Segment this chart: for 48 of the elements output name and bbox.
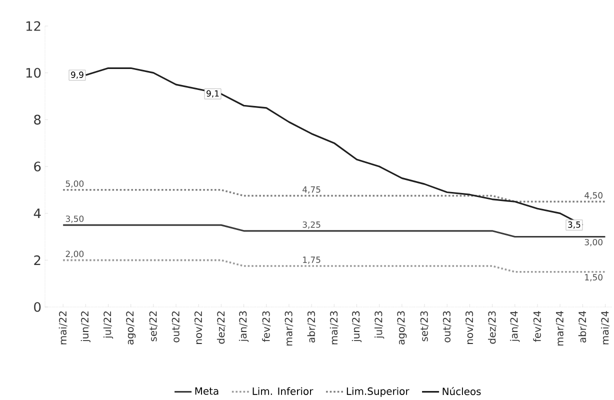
x-tick-label: nov/22 <box>194 312 203 344</box>
x-tick-label: ago/23 <box>397 311 407 344</box>
x-tick-label: jan/23 <box>238 311 249 342</box>
data-label: 4,50 <box>584 192 602 200</box>
data-label: 3,00 <box>584 238 602 246</box>
x-tick-label: abr/24 <box>578 311 587 342</box>
y-tick-label: 6 <box>34 162 41 172</box>
x-tick-label: mai/24 <box>600 311 610 344</box>
legend-label: Lim.Superior <box>346 387 410 397</box>
x-tick-label: mar/24 <box>556 311 564 346</box>
y-tick-label: 2 <box>34 255 40 265</box>
data-label: 3,50 <box>66 216 84 223</box>
x-tick-label: nov/23 <box>466 311 474 344</box>
x-tick-label: mai/22 <box>58 312 68 344</box>
x-tick-label: ago/22 <box>126 312 136 344</box>
x-tick-label: jul/22 <box>103 312 114 339</box>
legend-label: Meta <box>195 387 218 395</box>
data-label: 9,9 <box>71 72 84 79</box>
data-label: 1,50 <box>585 274 602 282</box>
x-tick-label: jun/22 <box>80 312 90 342</box>
x-tick-label: set/22 <box>149 312 158 342</box>
y-tick-label: 0 <box>34 302 41 312</box>
x-tick-label: fev/23 <box>262 311 271 342</box>
x-tick-label: out/22 <box>172 312 180 342</box>
x-tick-label: dez/22 <box>216 312 226 344</box>
legend-label: Núcleos <box>442 387 481 396</box>
data-label: 1,75 <box>303 256 320 264</box>
x-tick-label: mai/23 <box>330 311 338 344</box>
x-tick-label: dez/23 <box>488 311 497 344</box>
data-label: 3,25 <box>302 221 320 229</box>
x-tick-label: jan/24 <box>510 311 520 342</box>
data-label: 3,5 <box>568 221 580 229</box>
x-tick-label: fev/24 <box>533 311 542 342</box>
x-tick-label: set/23 <box>420 311 429 342</box>
y-tick-label: 8 <box>34 114 41 125</box>
x-tick-label: abr/23 <box>307 311 316 342</box>
legend-label: Lim. Inferior <box>252 387 314 395</box>
y-tick-label: 10 <box>26 68 41 78</box>
data-label: 5,00 <box>66 180 84 188</box>
x-tick-label: jun/23 <box>352 311 362 342</box>
data-label: 4,75 <box>302 186 320 194</box>
data-label: 2,00 <box>66 250 84 258</box>
y-tick-label: 12 <box>26 21 40 31</box>
x-tick-label: jul/23 <box>374 311 384 339</box>
y-tick-label: 4 <box>34 208 41 218</box>
x-tick-label: out/23 <box>442 311 452 342</box>
data-label: 9,1 <box>206 90 219 98</box>
x-tick-label: mar/23 <box>284 311 294 346</box>
